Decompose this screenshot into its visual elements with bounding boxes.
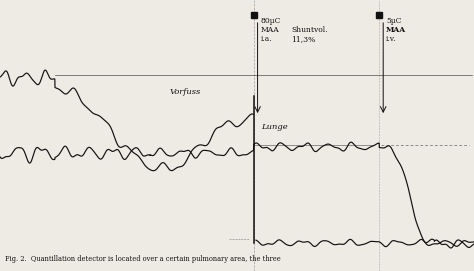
- Text: 80µC: 80µC: [261, 17, 281, 25]
- Bar: [251, 12, 256, 18]
- Bar: [376, 12, 382, 18]
- Text: Fig. 2.  Quantillation detector is located over a certain pulmonary area, the th: Fig. 2. Quantillation detector is locate…: [5, 255, 281, 263]
- Text: 5µC: 5µC: [386, 17, 401, 25]
- Text: 11,3%: 11,3%: [291, 35, 316, 43]
- Text: MAA: MAA: [386, 26, 406, 34]
- Text: i.a.: i.a.: [261, 35, 272, 43]
- Text: Shuntvol.: Shuntvol.: [291, 26, 328, 34]
- Text: Vorfuss: Vorfuss: [170, 88, 201, 96]
- Text: Lunge: Lunge: [262, 123, 288, 131]
- Text: MAA: MAA: [261, 26, 279, 34]
- Text: i.v.: i.v.: [386, 35, 397, 43]
